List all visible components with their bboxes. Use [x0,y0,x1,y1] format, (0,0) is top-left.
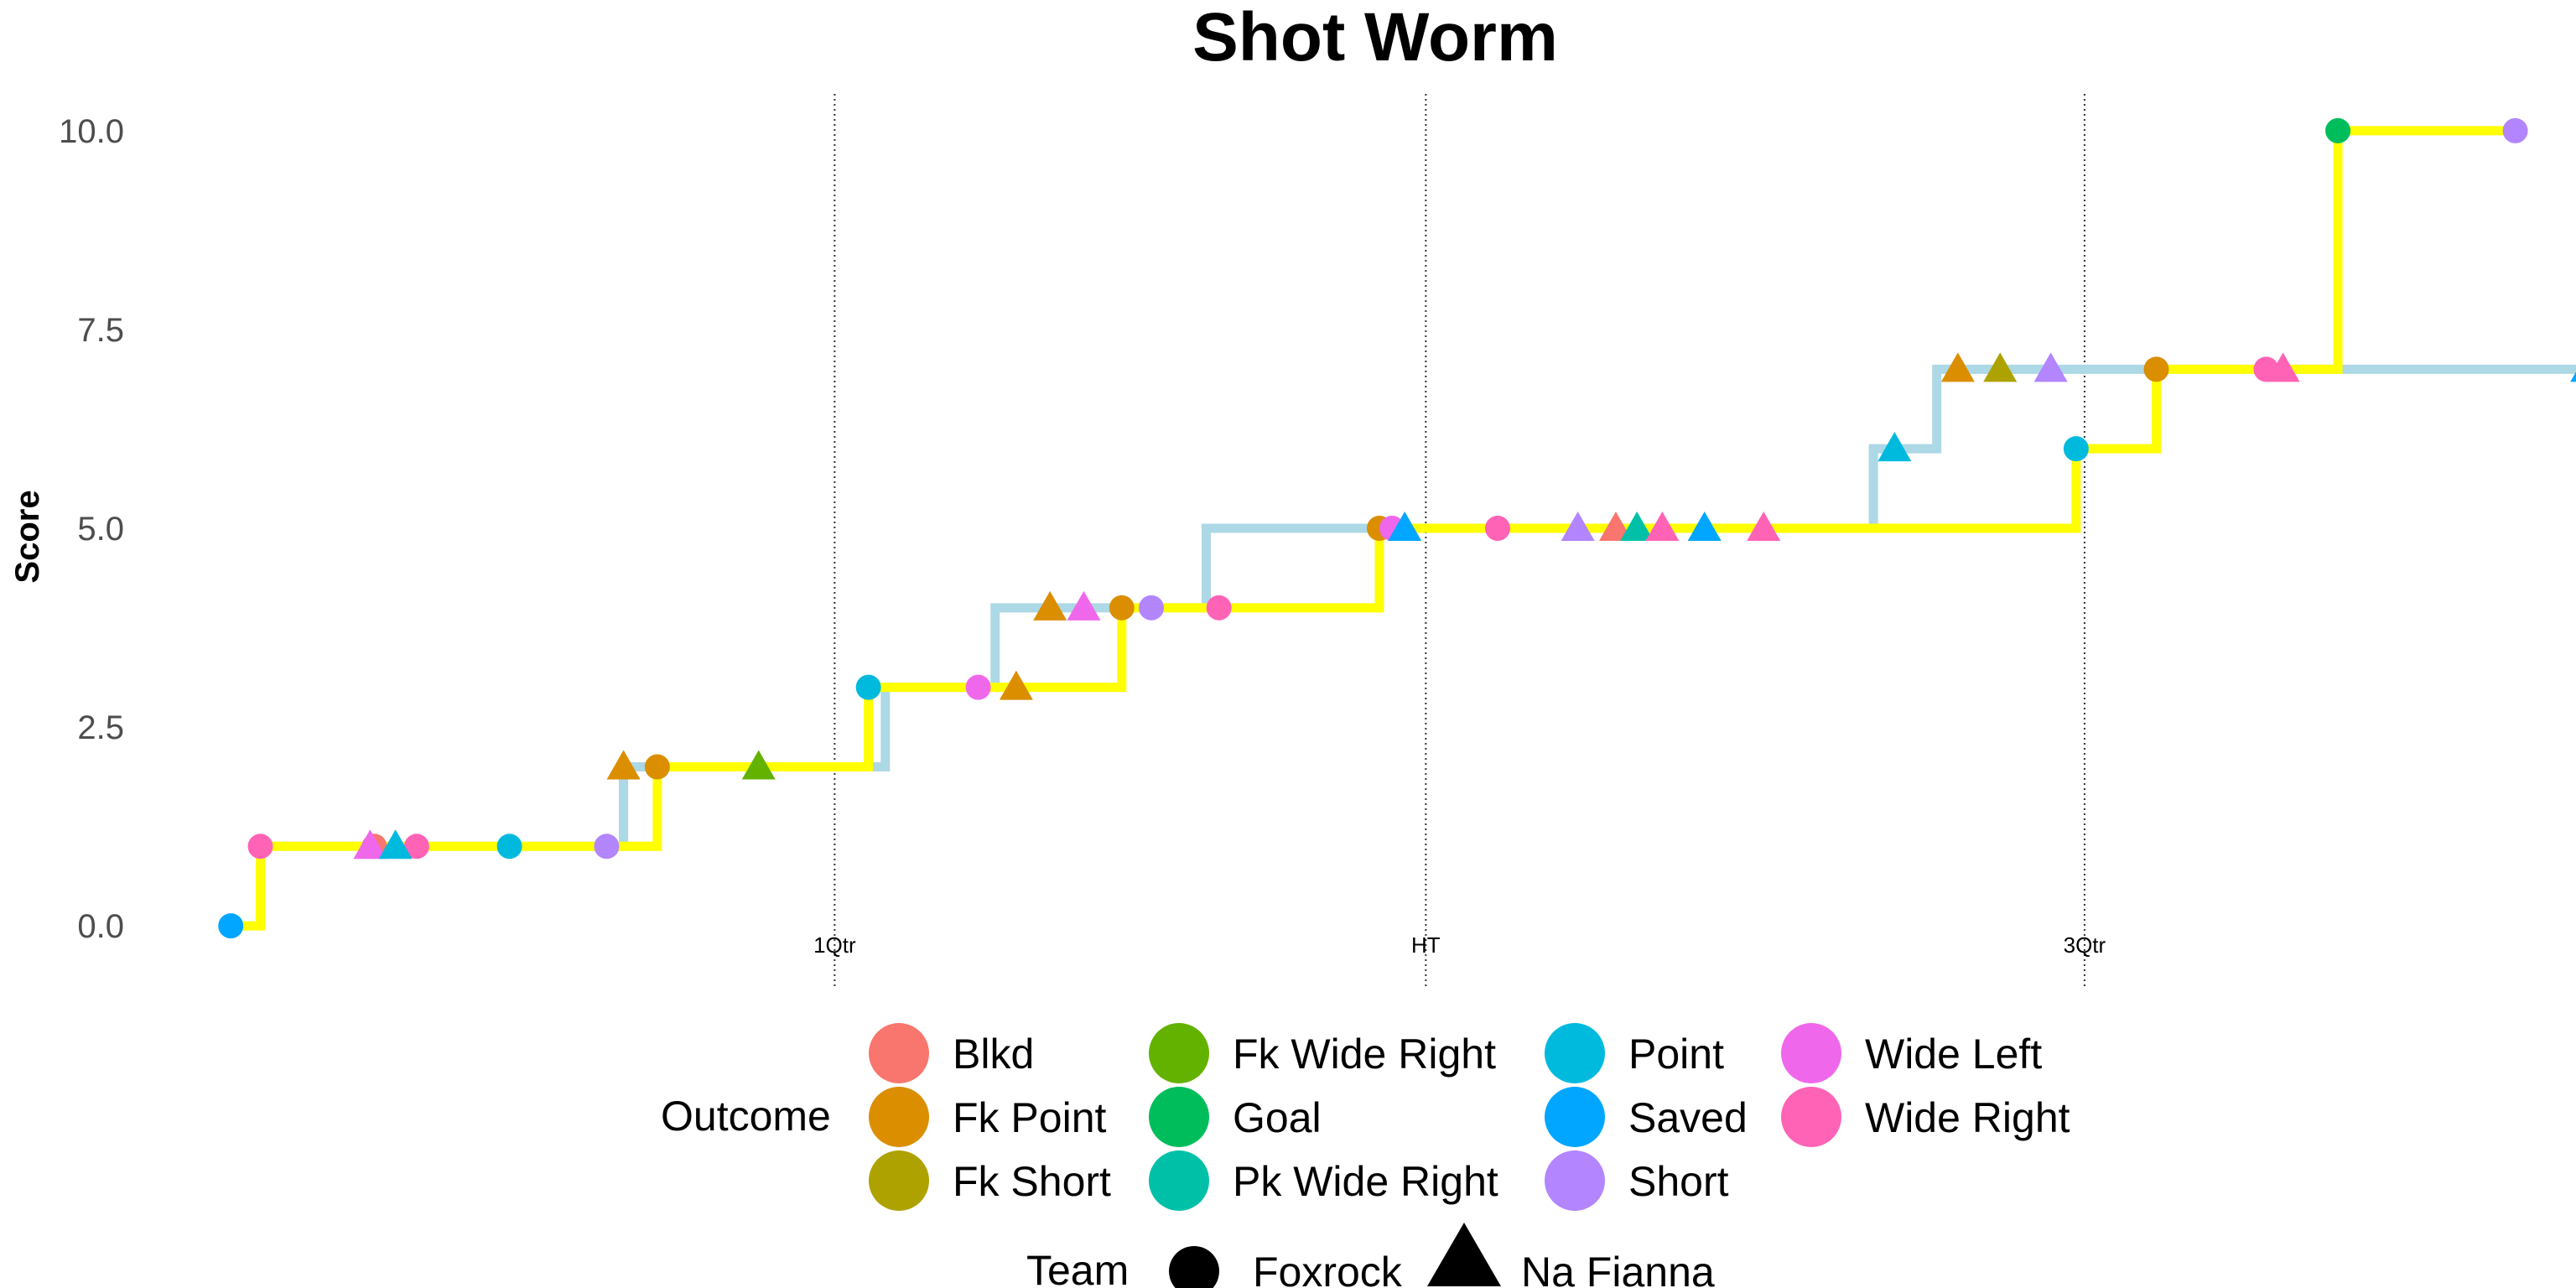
y-axis-label: Score [9,490,46,583]
legend-key-pk-wide-right [1149,1150,1209,1211]
marker-label-1qtr: 1Qtr [813,932,856,958]
shot-point-na-fianna-blkd [1598,512,1633,541]
shot-point-na-fianna-fk-point [1033,590,1067,621]
line-na-fianna [260,364,2576,851]
legend-key-fk-short [869,1150,929,1211]
shot-point-na-fianna-short [2033,352,2068,382]
legend-label-foxrock: Foxrock [1253,1249,1403,1288]
shot-point-foxrock-short [2502,117,2528,143]
legend-key-wide-left [1781,1023,1841,1083]
legend-label-na-fianna: Na Fianna [1521,1249,1715,1288]
legend-label-short: Short [1628,1158,1729,1205]
legend-team-title: Team [1026,1247,1129,1288]
legend: Outcome Team Blkd Fk Point Fk Short Fk Wide… [661,1023,2070,1288]
legend-key-foxrock [1169,1246,1219,1288]
shot-point-na-fianna-wide-right [2266,352,2300,382]
y-tick-label: 5.0 [77,511,124,548]
legend-key-fk-point [869,1087,929,1147]
shot-point-na-fianna-saved [1388,512,1422,541]
legend-key-wide-right [1781,1087,1841,1147]
shot-point-na-fianna-wide-right [1747,512,1781,541]
shot-point-na-fianna-fk-point [1940,352,1975,382]
y-tick-label: 0.0 [77,908,124,945]
shot-point-na-fianna-fk-wide-right [741,750,776,780]
shot-point-foxrock-point [496,834,522,860]
period-markers: 1Qtr HT 3Qtr [813,94,2106,986]
shot-point-na-fianna-saved [1687,512,1722,541]
chart-title: Shot Worm [1192,0,1558,75]
legend-key-blkd [869,1023,929,1083]
shot-point-na-fianna-wide-left [1067,590,1101,621]
legend-label-fk-wide-right: Fk Wide Right [1233,1031,1496,1078]
shot-points [218,117,2576,939]
shot-point-na-fianna-wide-right [1645,512,1680,541]
shot-point-na-fianna-point [1877,432,1912,462]
shot-point-na-fianna-point [378,829,413,860]
legend-label-saved: Saved [1628,1094,1748,1141]
legend-outcome-title: Outcome [661,1093,831,1140]
shot-point-na-fianna-short [1561,512,1595,541]
shot-point-foxrock-short [594,834,620,860]
shot-point-foxrock-short [1139,595,1165,621]
shot-point-foxrock-point [855,674,881,700]
shot-point-foxrock-fk-point [1109,595,1135,621]
legend-key-saved [1545,1087,1605,1147]
y-tick-label: 2.5 [77,709,124,746]
marker-label-ht: HT [1411,932,1441,958]
y-axis-ticks: 0.0 2.5 5.0 7.5 10.0 [59,113,124,945]
shot-point-na-fianna-saved [2570,371,2576,382]
shot-point-na-fianna-fk-point [606,750,641,780]
shot-point-foxrock-wide-left [965,674,991,700]
shot-point-foxrock-wide-right [1206,595,1232,621]
y-tick-label: 10.0 [59,113,124,150]
legend-label-pk-wide-right: Pk Wide Right [1233,1158,1498,1205]
shot-point-foxrock-fk-point [2143,356,2169,382]
shot-point-foxrock-wide-right [247,834,273,860]
legend-label-wide-left: Wide Left [1865,1031,2042,1078]
legend-key-fk-wide-right [1149,1023,1209,1083]
shot-point-na-fianna-wide-left [353,829,387,860]
legend-label-wide-right: Wide Right [1865,1094,2070,1141]
shot-point-na-fianna-fk-point [999,670,1033,700]
shot-point-foxrock-wide-right [1484,516,1510,541]
shot-point-foxrock-fk-point [644,754,670,780]
legend-label-fk-point: Fk Point [953,1094,1107,1141]
shot-point-foxrock-saved [218,913,244,939]
shot-point-na-fianna-fk-short [1983,352,2018,382]
shot-point-foxrock-goal [2325,117,2351,143]
legend-label-fk-short: Fk Short [953,1158,1111,1205]
legend-label-goal: Goal [1233,1094,1322,1141]
shot-point-na-fianna-pk-wide-right [1620,512,1654,541]
shot-point-foxrock-wide-right [403,834,429,860]
legend-key-point [1545,1023,1605,1083]
legend-key-goal [1149,1087,1209,1147]
legend-key-na-fianna [1427,1223,1501,1286]
legend-label-point: Point [1628,1031,1724,1078]
marker-label-3qtr: 3Qtr [2064,932,2106,958]
shot-point-foxrock-point [2063,436,2089,462]
legend-label-blkd: Blkd [953,1031,1034,1078]
y-tick-label: 7.5 [77,312,124,349]
legend-key-short [1545,1150,1605,1211]
